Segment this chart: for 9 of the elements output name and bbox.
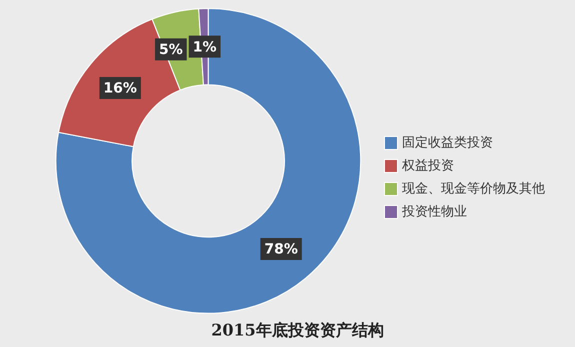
legend-label: 现金、现金等价物及其他	[402, 181, 545, 196]
legend-label: 权益投资	[401, 158, 454, 174]
legend-label: 固定收益类投资	[402, 135, 493, 150]
data-label: 16%	[103, 80, 137, 97]
legend-label: 投资性物业	[401, 204, 467, 220]
data-label: 5%	[159, 42, 183, 58]
data-label: 1%	[192, 39, 217, 56]
text: 2015年底投资资产结构	[211, 320, 384, 340]
data-label: 78%	[264, 242, 298, 258]
